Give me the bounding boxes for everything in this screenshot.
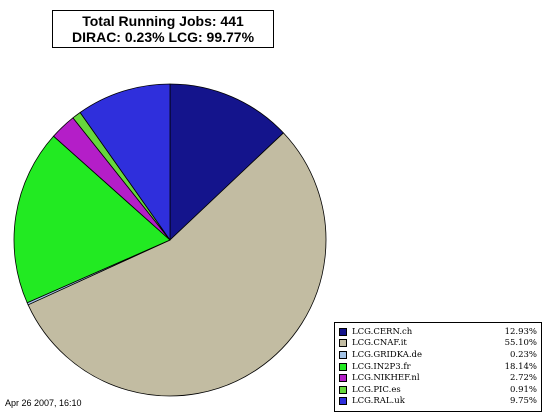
timestamp: Apr 26 2007, 16:10 — [5, 398, 82, 408]
legend-item: LCG.CNAF.it 55.10% — [339, 338, 537, 350]
legend-percentage: 9.75% — [509, 396, 537, 407]
legend-swatch — [339, 339, 347, 348]
legend-label: LCG.RAL.uk — [352, 396, 405, 407]
pie-slice-lcg-cnaf-it — [27, 132, 327, 397]
legend-label: LCG.NIKHEF.nl — [352, 373, 420, 384]
legend-label: LCG.IN2P3.fr — [352, 361, 411, 372]
legend-swatch — [339, 327, 347, 336]
legend-swatch — [339, 385, 347, 394]
legend-label: LCG.PIC.es — [352, 384, 401, 395]
pie-slice-lcg-ral-uk — [79, 83, 171, 241]
chart-title: Total Running Jobs: 441 — [82, 13, 244, 29]
legend-item: LCG.CERN.ch 12.93% — [339, 326, 537, 338]
legend-item: LCG.GRIDKA.de 0.23% — [339, 349, 537, 361]
legend-percentage: 0.23% — [509, 349, 537, 360]
legend-swatch — [339, 397, 347, 406]
legend-label: LCG.CERN.ch — [352, 326, 413, 337]
legend-item: LCG.RAL.uk 9.75% — [339, 396, 537, 408]
pie-slices — [13, 83, 327, 397]
legend-swatch — [339, 362, 347, 371]
legend-item: LCG.PIC.es 0.91% — [339, 384, 537, 396]
legend-swatch — [339, 374, 347, 383]
legend-item: LCG.IN2P3.fr 18.14% — [339, 361, 537, 373]
legend-percentage: 0.91% — [509, 384, 537, 395]
legend-percentage: 55.10% — [504, 338, 537, 349]
chart-subtitle: DIRAC: 0.23% LCG: 99.77% — [71, 29, 255, 45]
legend-percentage: 2.72% — [509, 373, 537, 384]
chart-title-box: Total Running Jobs: 441 DIRAC: 0.23% LCG… — [52, 10, 274, 48]
legend-percentage: 18.14% — [504, 361, 537, 372]
legend-item: LCG.NIKHEF.nl 2.72% — [339, 372, 537, 384]
legend-percentage: 12.93% — [504, 326, 537, 337]
pie-slice-lcg-cern-ch — [169, 83, 284, 241]
legend-label: LCG.CNAF.it — [352, 338, 407, 349]
chart-legend: LCG.CERN.ch 12.93% LCG.CNAF.it 55.10% LCG.GR… — [334, 322, 542, 412]
pie-slice-lcg-in2p3-fr — [13, 135, 171, 304]
legend-swatch — [339, 350, 347, 359]
legend-label: LCG.GRIDKA.de — [352, 349, 423, 360]
